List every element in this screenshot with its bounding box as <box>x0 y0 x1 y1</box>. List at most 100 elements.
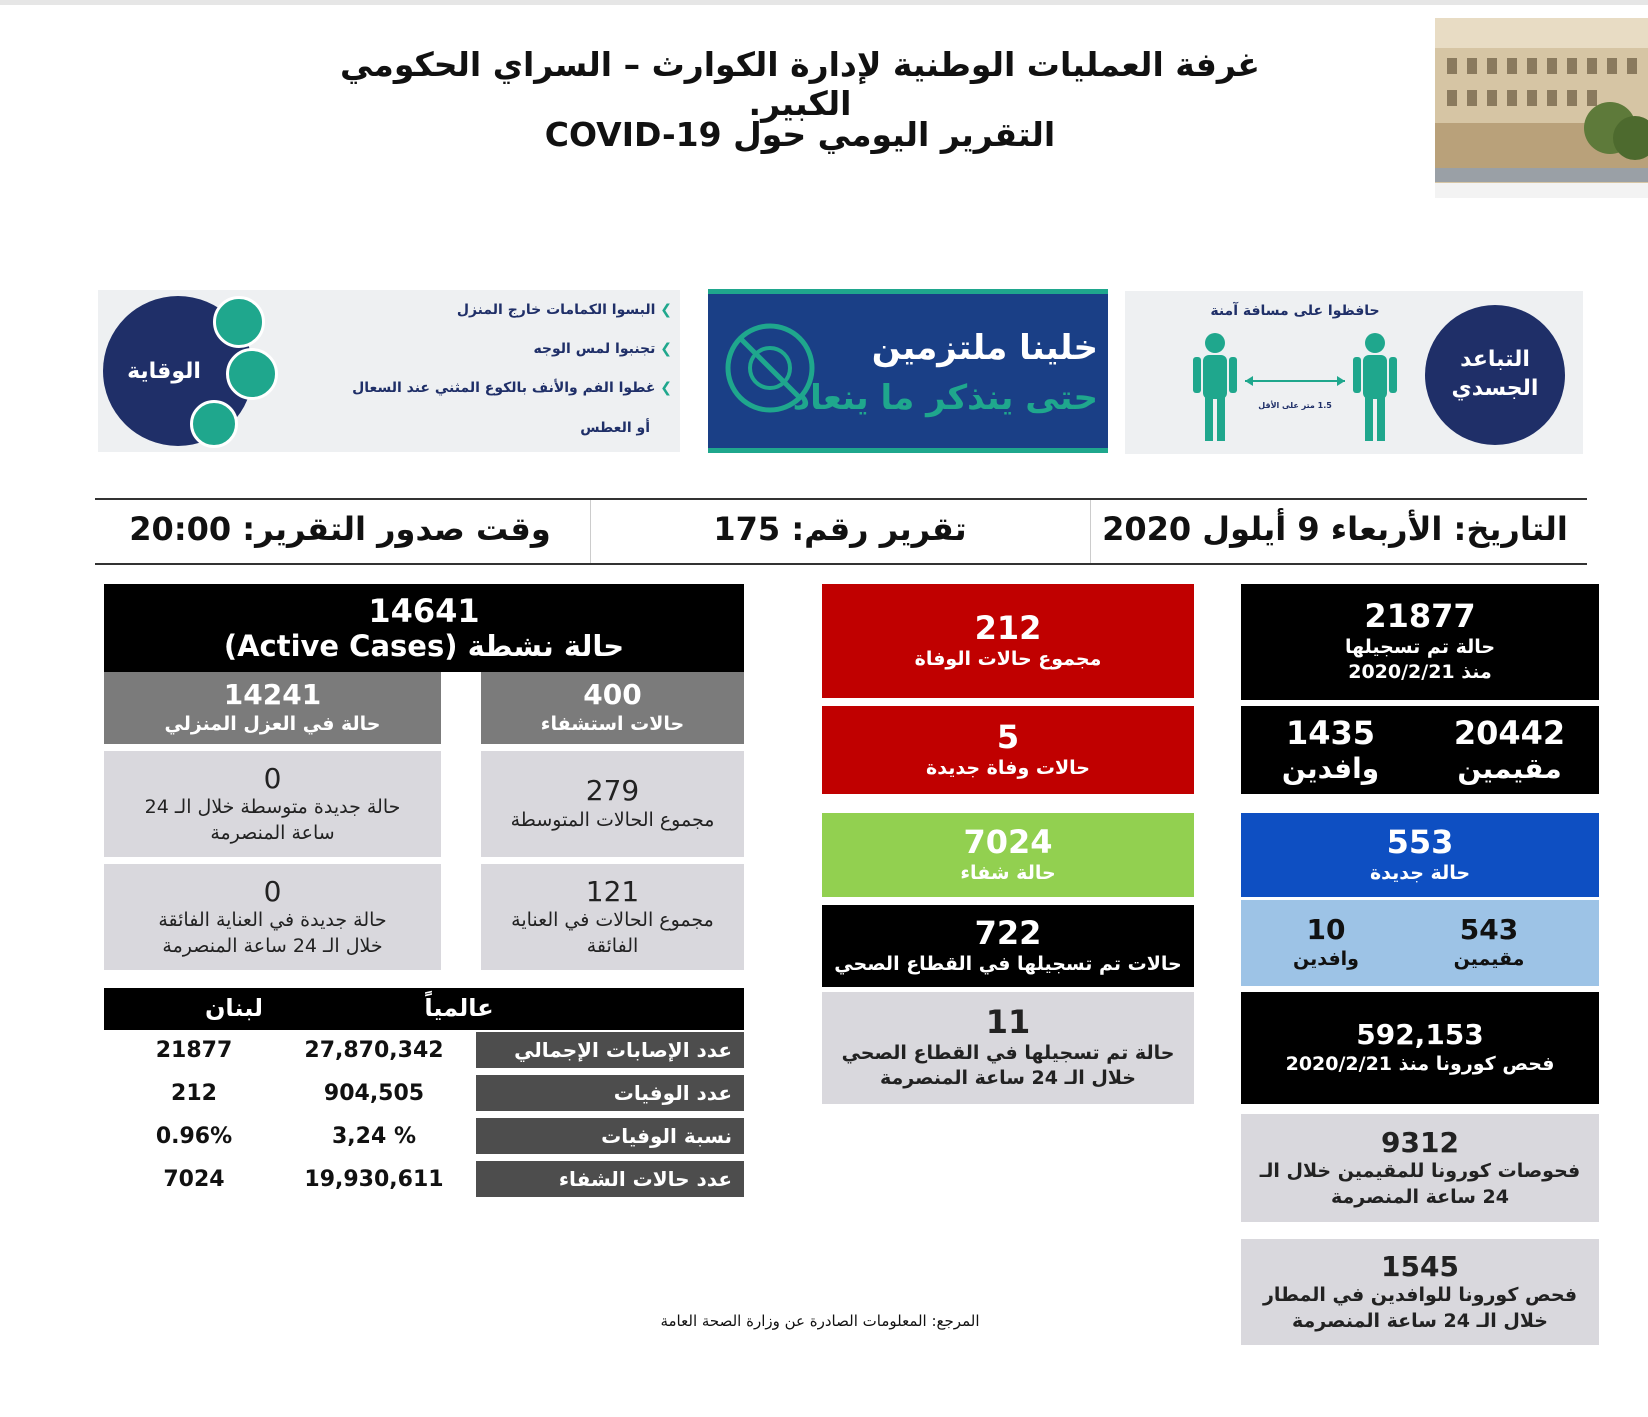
row-lebanon-value: 0.96% <box>155 1124 233 1149</box>
residents-arrivals-box: 20442 مقيمين 1435 وافدين <box>1241 706 1599 794</box>
table-row: 212 904,505 عدد الوفيات <box>104 1075 744 1115</box>
new-cases-box: 553 حالة جديدة <box>1241 813 1599 897</box>
distance-text: 1.5 متر على الأقل <box>1258 401 1332 410</box>
row-label: عدد الوفيات <box>476 1075 744 1111</box>
tests-airport-label-2: خلال الـ 24 ساعة المنصرمة <box>1292 1309 1548 1332</box>
active-cases-value: 14641 <box>368 591 480 630</box>
report-number: تقرير رقم: 175 <box>713 510 967 548</box>
report-subtitle: التقرير اليومي حول COVID-19 <box>544 115 1056 154</box>
total-cases-since: منذ 2020/2/21 <box>1348 661 1492 684</box>
new-cases-label: حالة جديدة <box>1369 861 1471 884</box>
new-arrivals-cell: 10 وافدين <box>1261 900 1391 986</box>
new-cases-value: 553 <box>1386 822 1454 861</box>
table-row: 0.96% 3,24 % نسبة الوفيات <box>104 1118 744 1158</box>
moderate-new-label-1: حالة جديدة متوسطة خلال الـ 24 <box>144 796 401 819</box>
deaths-total-value: 212 <box>974 608 1042 647</box>
no-touch-face-icon <box>226 348 278 400</box>
total-cases-box: 21877 حالة تم تسجيلها منذ 2020/2/21 <box>1241 584 1599 700</box>
moderate-new-box: 0 حالة جديدة متوسطة خلال الـ 24 ساعة الم… <box>104 751 441 857</box>
health-sector-value: 722 <box>974 913 1042 952</box>
residents-label: مقيمين <box>1457 751 1562 785</box>
divider-top <box>95 498 1587 500</box>
report-time: وقت صدور التقرير: 20:00 <box>129 510 551 548</box>
tests-residents-label-1: فحوصات كورونا للمقيمين خلال الـ <box>1259 1160 1581 1183</box>
row-global-value: 27,870,342 <box>304 1038 444 1063</box>
distancing-top-text: حافظوا على مسافة آمنة <box>1210 303 1380 319</box>
row-lebanon-value: 212 <box>171 1081 217 1106</box>
tests-total-label: فحص كورونا منذ 2020/2/21 <box>1285 1052 1555 1075</box>
arrivals-value: 1435 <box>1285 713 1376 752</box>
people-distance-icon <box>1193 333 1397 441</box>
top-border <box>0 0 1648 5</box>
committed-banner: خلينا ملتزمين حتى ينذكر ما ينعاد <box>708 289 1108 453</box>
prevention-bullet-2: تجنبوا لمس الوجه <box>312 341 672 357</box>
icu-total-box: 121 مجموع الحالات في العناية الفائقة <box>481 864 744 970</box>
prevention-label: الوقاية <box>127 358 201 384</box>
deaths-total-label: مجموع حالات الوفاة <box>914 647 1102 670</box>
moderate-total-box: 279 مجموع الحالات المتوسطة <box>481 751 744 857</box>
new-arrivals-label: وافدين <box>1293 947 1359 970</box>
total-cases-value: 21877 <box>1364 596 1476 635</box>
new-arrivals-value: 10 <box>1306 913 1346 947</box>
row-global-value: 3,24 % <box>332 1124 416 1149</box>
deaths-total-box: 212 مجموع حالات الوفاة <box>822 584 1194 698</box>
tests-residents-value: 9312 <box>1381 1125 1459 1159</box>
residents-cell: 20442 مقيمين <box>1420 706 1599 794</box>
health-sector-new-label-1: حالة تم تسجيلها في القطاع الصحي <box>841 1041 1175 1064</box>
health-sector-new-label-2: خلال الـ 24 ساعة المنصرمة <box>880 1067 1136 1090</box>
prevention-banner: الوقاية البسوا الكمامات خارج المنزل تجنب… <box>98 290 680 452</box>
health-sector-new-box: 11 حالة تم تسجيلها في القطاع الصحي خلال … <box>822 992 1194 1104</box>
new-breakdown-box: 543 مقيمين 10 وافدين <box>1241 900 1599 986</box>
residents-value: 20442 <box>1453 713 1566 752</box>
prevention-bullet-1: البسوا الكمامات خارج المنزل <box>312 302 672 318</box>
icu-total-label-1: مجموع الحالات في العناية <box>511 909 714 932</box>
tests-airport-value: 1545 <box>1381 1249 1459 1283</box>
home-isolation-box: 14241 حالة في العزل المنزلي <box>104 672 441 744</box>
comparison-header: لبنان عالمياً <box>104 988 744 1030</box>
total-cases-label: حالة تم تسجيلها <box>1344 635 1496 658</box>
virus-crossed-icon <box>725 323 815 413</box>
page-title: غرفة العمليات الوطنية لإدارة الكوارث – ا… <box>340 45 1260 123</box>
icu-new-label-1: حالة جديدة في العناية الفائقة <box>158 909 387 932</box>
active-cases-box: 14641 حالة نشطة (Active Cases) <box>104 584 744 672</box>
row-label: نسبة الوفيات <box>476 1118 744 1154</box>
row-global-value: 904,505 <box>323 1081 425 1106</box>
hospitalized-label: حالات استشفاء <box>540 712 685 735</box>
committed-line-1: خلينا ملتزمين <box>871 328 1098 368</box>
row-lebanon-value: 7024 <box>163 1167 225 1192</box>
new-residents-value: 543 <box>1459 913 1519 947</box>
home-isolation-label: حالة في العزل المنزلي <box>164 712 381 735</box>
icu-total-label-2: الفائقة <box>586 934 639 957</box>
table-row: 21877 27,870,342 عدد الإصابات الإجمالي <box>104 1032 744 1072</box>
row-label: عدد حالات الشفاء <box>476 1161 744 1197</box>
report-date: التاريخ: الأربعاء 9 أيلول 2020 <box>1102 510 1568 548</box>
distancing-label-2: الجسدي <box>1451 376 1539 401</box>
health-sector-new-value: 11 <box>985 1002 1031 1041</box>
mask-icon <box>213 296 265 348</box>
committed-line-2: حتى ينذكر ما ينعاد <box>792 378 1098 418</box>
tests-total-value: 592,153 <box>1356 1018 1484 1052</box>
hospitalized-box: 400 حالات استشفاء <box>481 672 744 744</box>
distancing-circle: التباعد الجسدي <box>1425 305 1565 445</box>
recovered-label: حالة شفاء <box>960 861 1056 884</box>
health-sector-label: حالات تم تسجيلها في القطاع الصحي <box>834 952 1182 975</box>
prevention-bullet-4: أو العطس <box>580 420 650 436</box>
icu-new-label-2: خلال الـ 24 ساعة المنصرمة <box>162 934 383 957</box>
col-global-header: عالمياً <box>424 994 494 1022</box>
tests-airport-box: 1545 فحص كورونا للوافدين في المطار خلال … <box>1241 1239 1599 1345</box>
recovered-box: 7024 حالة شفاء <box>822 813 1194 897</box>
new-residents-label: مقيمين <box>1453 947 1525 970</box>
tests-residents-label-2: 24 ساعة المنصرمة <box>1331 1185 1509 1208</box>
active-cases-label: حالة نشطة (Active Cases) <box>223 628 625 663</box>
health-sector-box: 722 حالات تم تسجيلها في القطاع الصحي <box>822 905 1194 987</box>
tests-residents-box: 9312 فحوصات كورونا للمقيمين خلال الـ 24 … <box>1241 1114 1599 1222</box>
arrivals-cell: 1435 وافدين <box>1241 706 1420 794</box>
moderate-new-value: 0 <box>263 761 282 795</box>
row-label: عدد الإصابات الإجمالي <box>476 1032 744 1068</box>
moderate-new-label-2: ساعة المنصرمة <box>210 821 335 844</box>
serail-building-image <box>1435 18 1648 198</box>
table-row: 7024 19,930,611 عدد حالات الشفاء <box>104 1161 744 1201</box>
moderate-total-label: مجموع الحالات المتوسطة <box>510 808 715 831</box>
icu-new-box: 0 حالة جديدة في العناية الفائقة خلال الـ… <box>104 864 441 970</box>
deaths-new-label: حالات وفاة جديدة <box>926 756 1090 779</box>
